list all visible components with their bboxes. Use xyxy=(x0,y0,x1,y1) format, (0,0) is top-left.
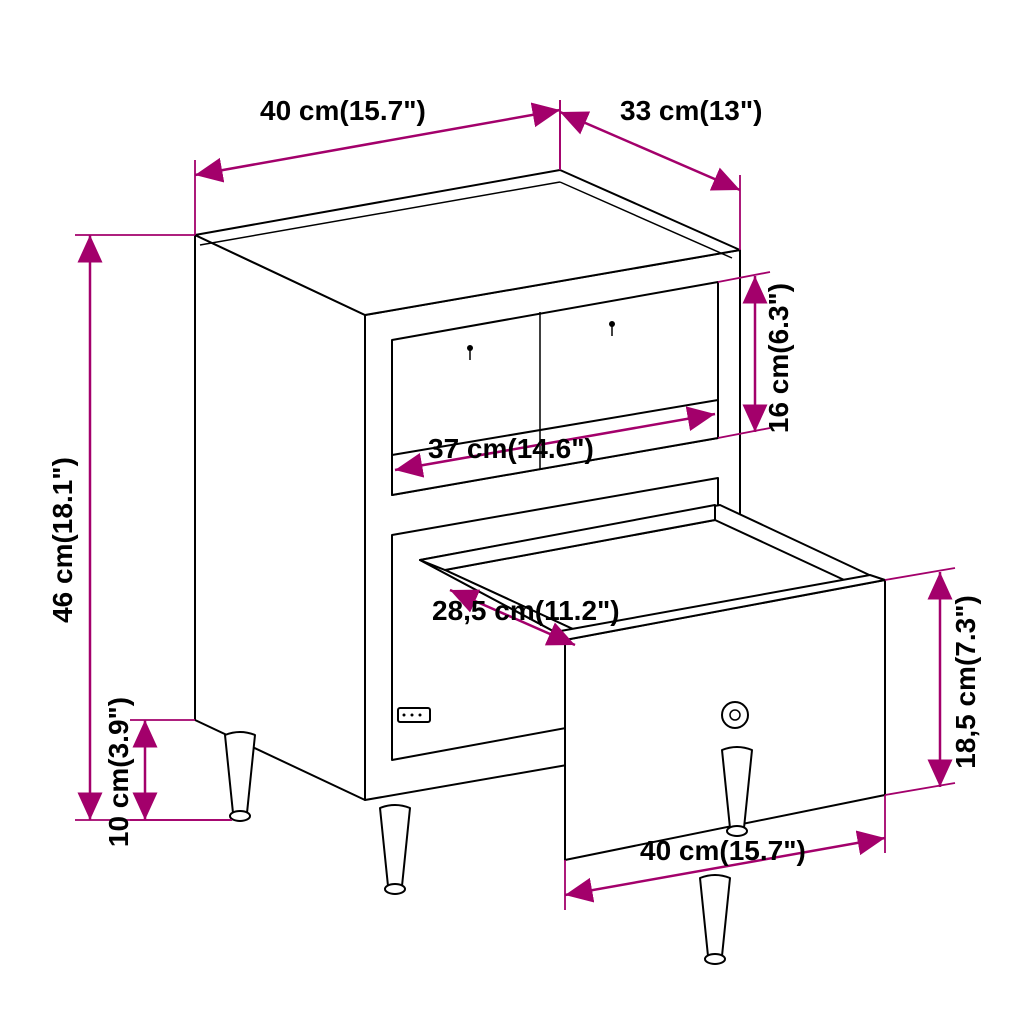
label-leg-height: 10 cm(3.9") xyxy=(103,697,134,847)
label-drawer-depth: 28,5 cm(11.2") xyxy=(432,595,620,626)
label-drawer-width: 40 cm(15.7") xyxy=(640,835,806,866)
dim-drawer-height: 18,5 cm(7.3") xyxy=(885,568,981,795)
label-shelf-opening: 16 cm(6.3") xyxy=(763,283,794,433)
label-top-width: 40 cm(15.7") xyxy=(260,95,426,126)
label-top-depth: 33 cm(13") xyxy=(620,95,762,126)
label-drawer-height: 18,5 cm(7.3") xyxy=(950,595,981,769)
label-total-height: 46 cm(18.1") xyxy=(47,457,78,623)
label-shelf-width: 37 cm(14.6") xyxy=(428,433,594,464)
